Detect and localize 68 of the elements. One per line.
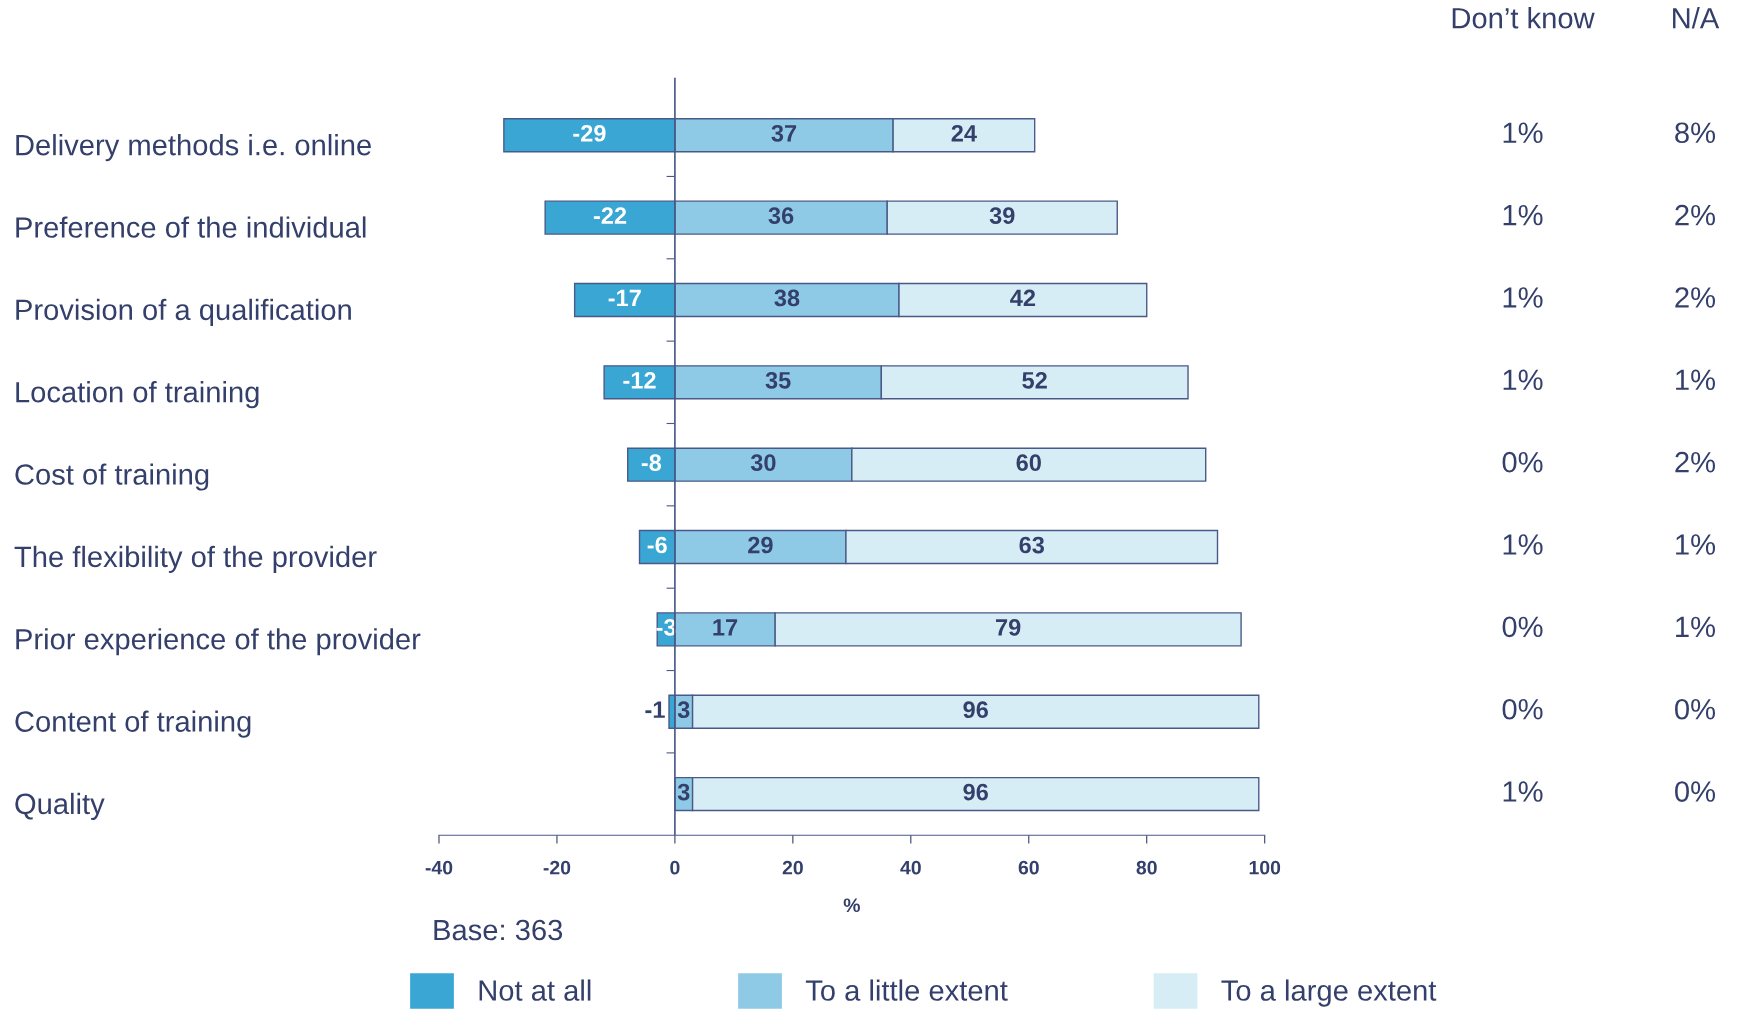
data-label: -17	[608, 289, 641, 307]
data-label: -8	[641, 454, 662, 472]
data-label: 29	[748, 536, 773, 554]
x-tick-label: 20	[782, 860, 803, 875]
text: 1%	[1503, 287, 1543, 308]
text: 1%	[1503, 204, 1543, 226]
text: 1%	[1676, 534, 1716, 555]
x-tick-label: 80	[1136, 860, 1157, 875]
data-label: 79	[996, 618, 1021, 636]
text: 1%	[1503, 534, 1543, 555]
text: 0%	[1502, 616, 1543, 638]
x-axis-title: %	[843, 898, 860, 913]
y-tick-label: Delivery methods i.e. online	[16, 134, 371, 162]
data-label: 96	[963, 701, 988, 719]
y-tick-label: Prior experience of the provider	[16, 628, 421, 656]
data-label: 35	[765, 371, 791, 389]
y-tick-label: Provision of a qualification	[16, 298, 351, 326]
data-label: 37	[771, 124, 797, 142]
data-label: -29	[573, 124, 606, 142]
data-label: 60	[1016, 454, 1041, 472]
y-tick-label: Content of training	[15, 710, 251, 738]
data-label: -3	[656, 618, 676, 636]
data-label: 42	[1010, 289, 1036, 307]
x-tick-label: 0	[670, 860, 680, 875]
text: 1%	[1676, 369, 1716, 391]
text: N/A	[1673, 7, 1720, 29]
text: Base: 363	[434, 919, 563, 941]
x-tick-label: 100	[1249, 860, 1281, 875]
data-label: 63	[1019, 536, 1044, 554]
text: 2%	[1675, 287, 1716, 308]
text: 8%	[1675, 122, 1716, 144]
data-label: -6	[647, 536, 667, 554]
data-label: 96	[963, 783, 988, 801]
data-label: 17	[713, 619, 738, 636]
y-tick-label: Quality	[15, 792, 105, 821]
text: 0%	[1675, 698, 1716, 720]
data-label: 52	[1022, 371, 1047, 389]
data-label: 3	[677, 701, 690, 719]
text: 1%	[1503, 122, 1543, 143]
text: 2%	[1675, 451, 1716, 473]
y-tick-label: Cost of training	[15, 463, 209, 491]
legend-label: Not at all	[479, 979, 591, 1001]
text: 0%	[1675, 781, 1716, 802]
x-tick-label: -20	[543, 860, 571, 875]
text: 0%	[1502, 698, 1543, 720]
data-label: 39	[989, 207, 1015, 224]
data-label: 38	[774, 289, 800, 307]
data-label: -12	[623, 371, 656, 389]
data-label: 30	[750, 454, 776, 472]
text: Don’t know	[1452, 7, 1595, 29]
text: 1%	[1503, 369, 1543, 391]
y-tick-label: The flexibility of the provider	[14, 545, 377, 573]
legend-label: To a little extent	[805, 979, 1008, 1001]
data-label: 24	[951, 124, 977, 142]
x-tick-label: 40	[900, 860, 921, 875]
data-label: -1	[645, 701, 665, 718]
y-tick-label: Preference of the individual	[16, 216, 366, 238]
text: 1%	[1676, 616, 1716, 638]
text: 0%	[1502, 451, 1543, 473]
data-label: 3	[677, 783, 690, 801]
text: 1%	[1503, 781, 1543, 802]
x-tick-label: 60	[1018, 860, 1039, 875]
x-tick-label: -40	[425, 860, 453, 875]
legend-label: To a large extent	[1221, 979, 1437, 1007]
data-label: 36	[768, 207, 794, 224]
text: 2%	[1675, 204, 1716, 226]
data-label: -22	[593, 207, 627, 224]
y-tick-label: Location of training	[16, 381, 259, 409]
